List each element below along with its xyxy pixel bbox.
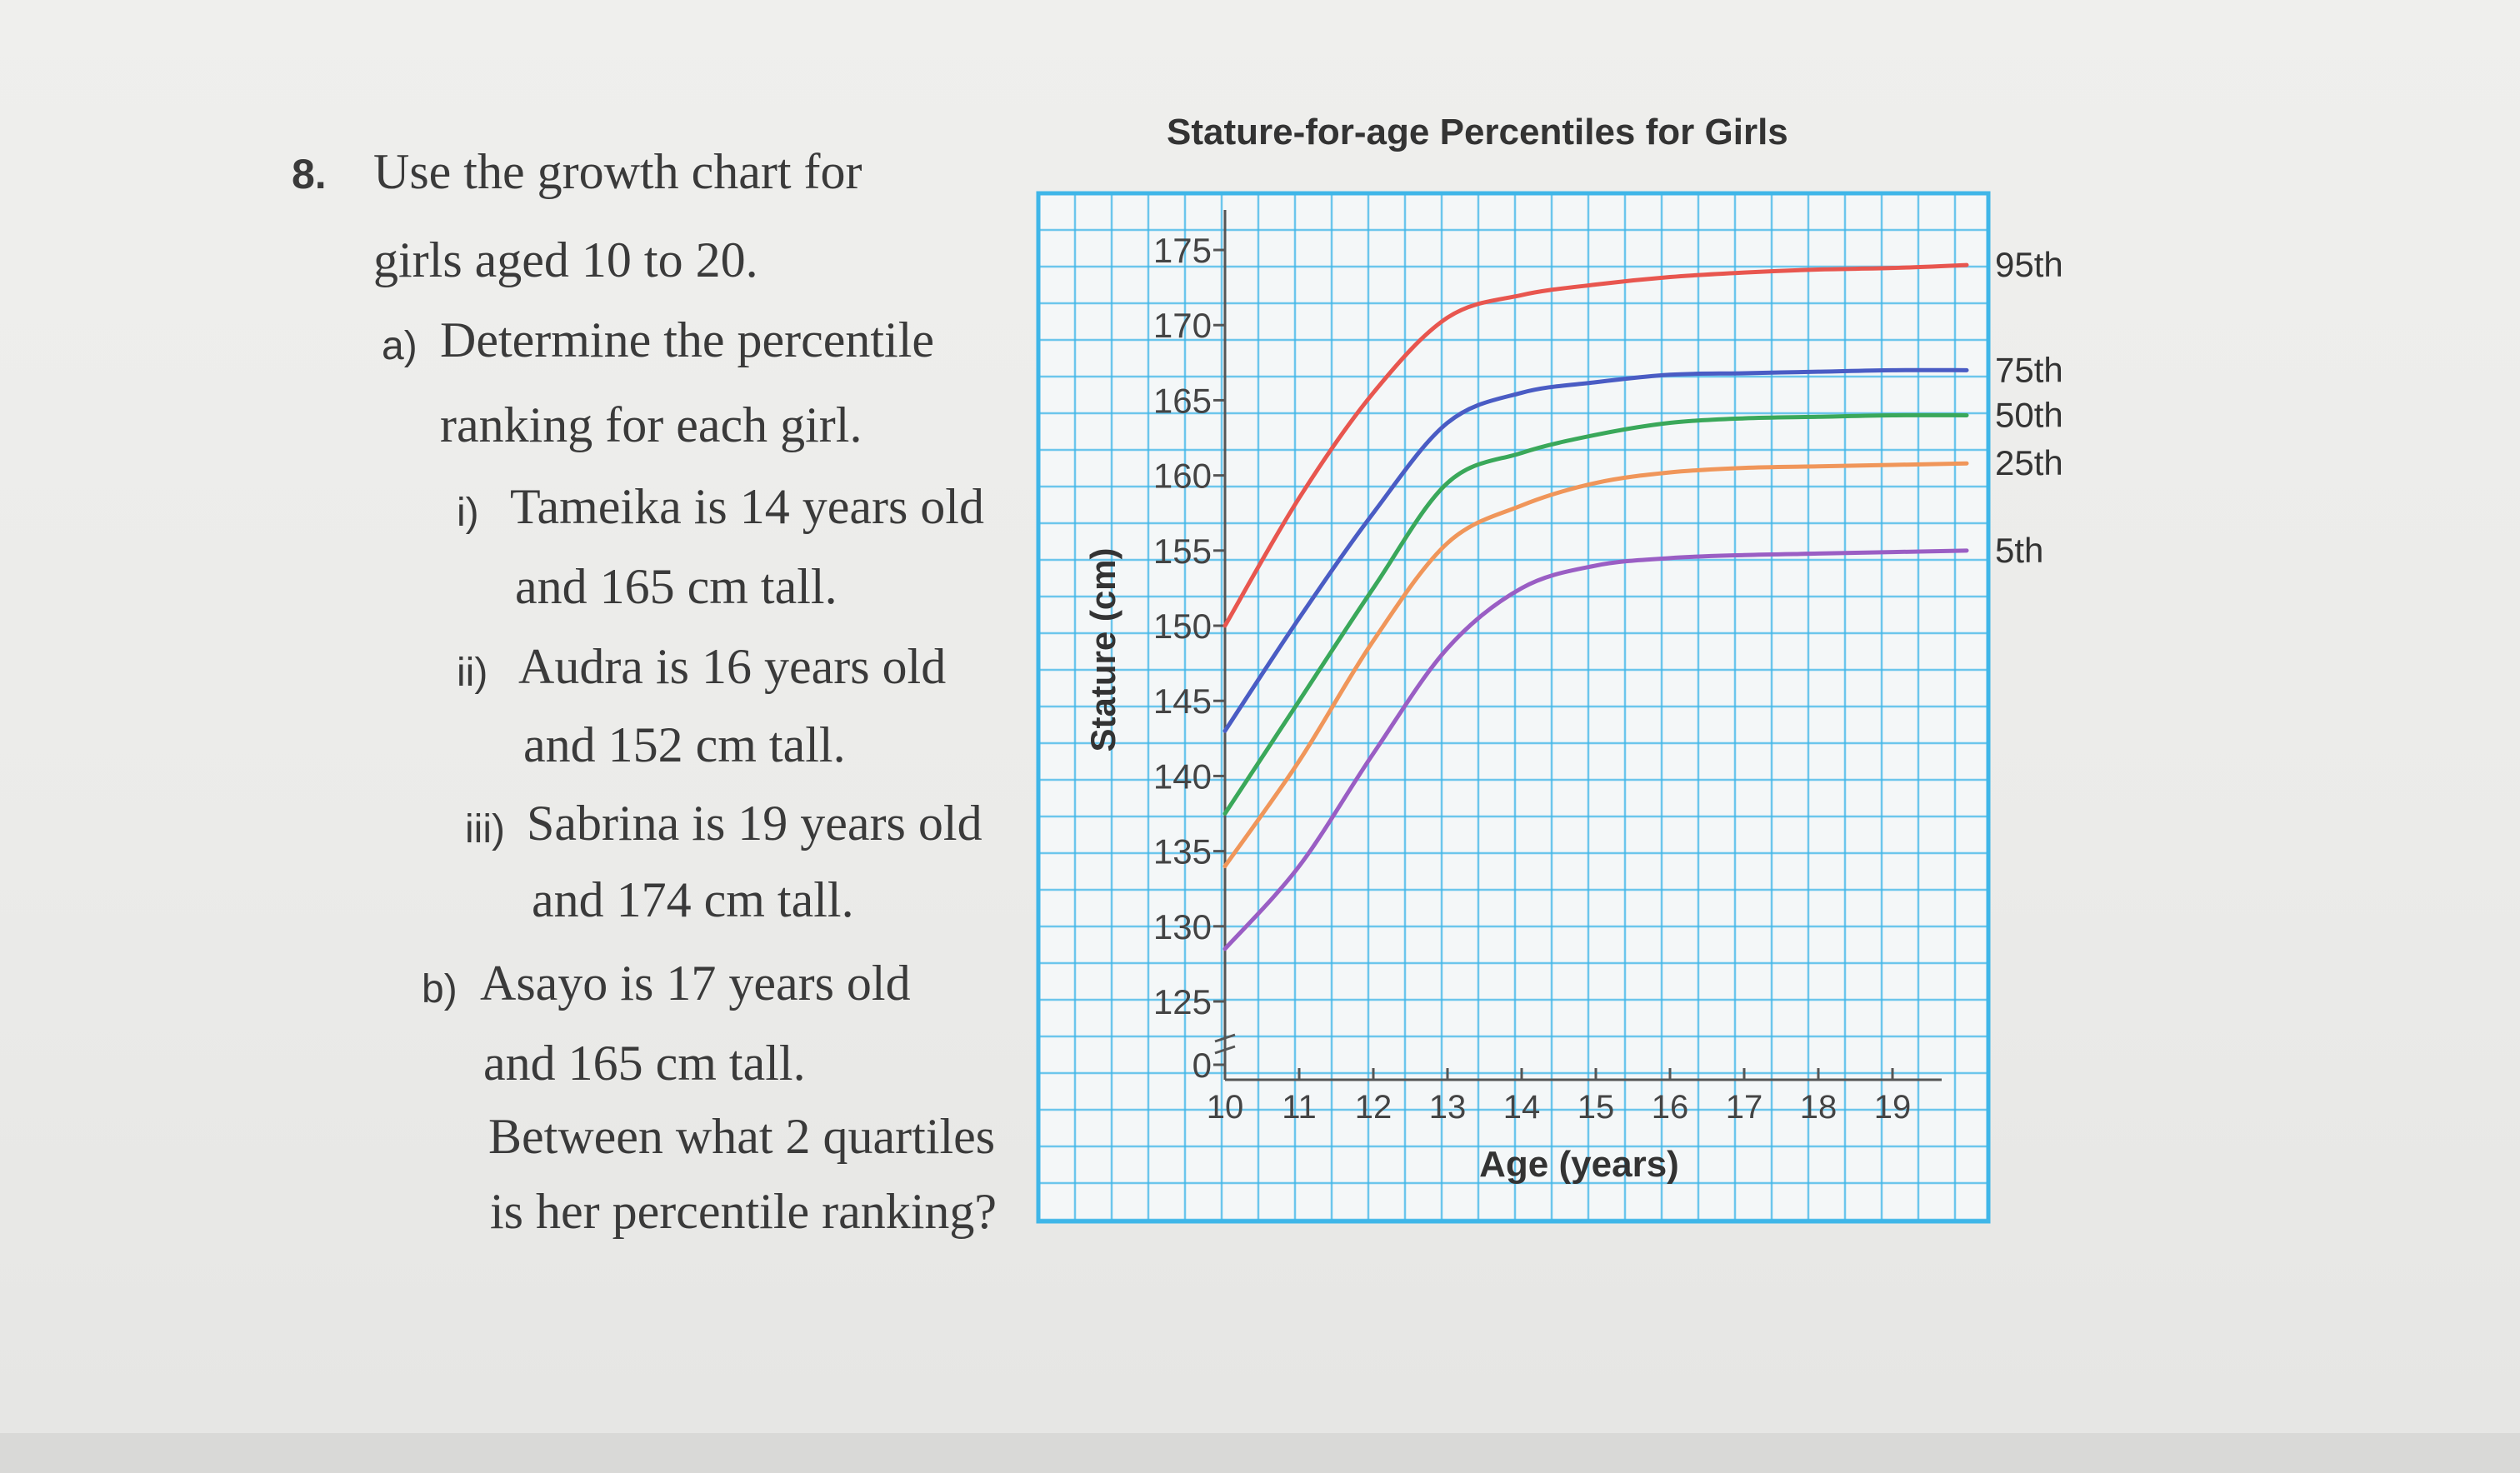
y-tick-label: 165 [1153,381,1212,420]
part-b-label: b) [422,967,458,1011]
item-i-line2: and 165 cm tall. [515,559,838,614]
x-axis-title: Age (years) [1479,1144,1679,1185]
item-iii-line2: and 174 cm tall. [532,872,854,927]
series-line-25th [1222,461,1969,869]
item-ii-line1: Audra is 16 years old [518,639,947,694]
x-tick-label: 10 [1207,1089,1244,1126]
item-ii-line2: and 152 cm tall. [523,717,846,772]
item-i-label: i) [457,491,479,535]
y-tick-label: 175 [1153,231,1212,270]
x-tick-label: 18 [1800,1089,1838,1126]
x-tick-label: 13 [1429,1089,1467,1126]
series-label-5th: 5th [1995,531,2043,570]
item-i-line1: Tameika is 14 years old [510,479,984,534]
item-iii-line1: Sabrina is 19 years old [527,796,982,851]
y-tick-label: 130 [1153,907,1212,946]
y-tick-label: 150 [1153,607,1212,646]
x-tick-label: 12 [1355,1089,1392,1126]
part-b-line3: Between what 2 quartiles [488,1109,996,1164]
y-tick-label: 140 [1153,756,1212,796]
item-iii-label: iii) [465,807,505,851]
part-b-line4: is her percentile ranking? [490,1184,998,1239]
series-line-95th [1222,262,1969,628]
x-tick-label: 19 [1874,1089,1912,1126]
series-line-75th [1222,367,1969,733]
x-tick-label: 14 [1503,1089,1541,1126]
series-label-50th: 50th [1995,395,2063,434]
x-tick-label: 11 [1282,1089,1317,1126]
question-intro-line1: Use the growth chart for [373,144,862,199]
screen-bottom-strip [0,1433,2520,1473]
series-label-95th: 95th [1995,245,2063,284]
question-intro-line2: girls aged 10 to 20. [373,232,758,287]
part-a-line2: ranking for each girl. [440,397,862,452]
chart-title: Stature-for-age Percentiles for Girls [1167,112,1788,152]
series-line-50th [1222,412,1969,816]
y-tick-label: 170 [1153,306,1212,345]
part-b-line1: Asayo is 17 years old [480,956,911,1011]
series-line-5th [1222,548,1969,951]
y-tick-label: 160 [1153,457,1212,496]
x-tick-label: 15 [1578,1089,1615,1126]
part-a-label: a) [382,324,418,368]
axis-break-mark [1214,1033,1236,1055]
item-ii-label: ii) [457,651,488,695]
series-label-25th: 25th [1995,443,2063,482]
part-a-line1: Determine the percentile [440,312,935,367]
part-b-line2: and 165 cm tall. [483,1036,806,1091]
y-tick-label: 155 [1153,532,1212,571]
growth-chart: 0 125 130 135 140 145 150 155 160 165 170 175 10 11 12… [1036,191,2063,1224]
x-tick-label: 16 [1652,1089,1689,1126]
y-axis-title: Stature (cm) [1083,547,1122,751]
y-tick-label: 125 [1153,982,1212,1021]
y-tick-label: 0 [1192,1046,1212,1085]
chart-grid [1038,193,1988,1221]
y-tick-label: 145 [1153,682,1212,721]
x-tick-label: 17 [1726,1089,1763,1126]
series-label-75th: 75th [1995,350,2063,389]
y-tick-label: 135 [1153,832,1212,871]
question-number: 8. [292,151,327,197]
